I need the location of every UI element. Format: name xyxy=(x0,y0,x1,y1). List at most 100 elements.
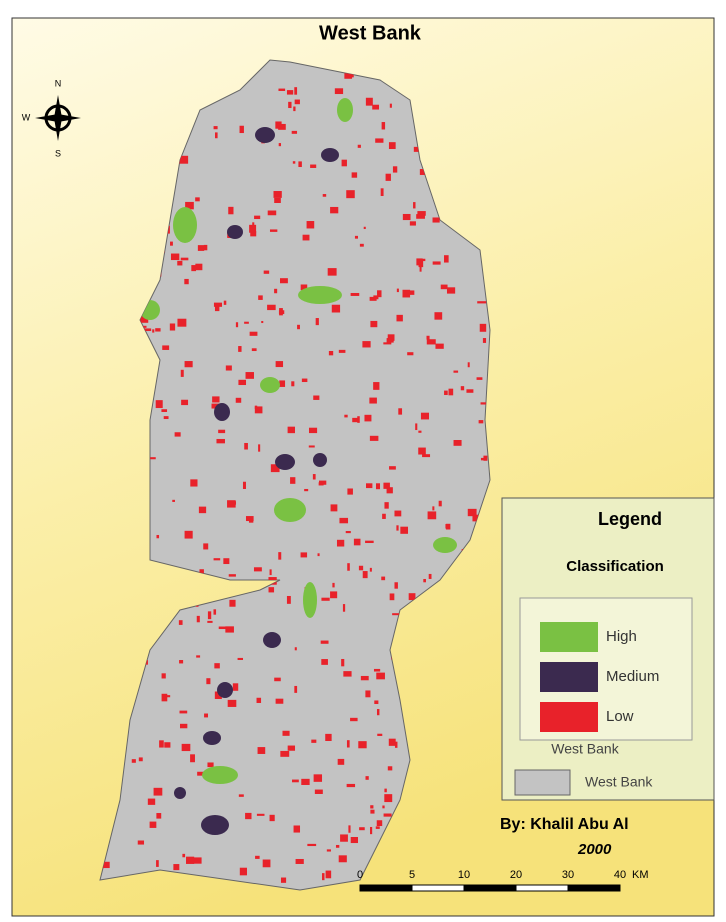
low-patch xyxy=(225,365,232,371)
low-patch xyxy=(173,864,180,871)
low-patch xyxy=(453,370,459,373)
low-patch xyxy=(479,323,487,332)
low-patch xyxy=(394,741,398,748)
low-patch xyxy=(298,161,302,168)
low-patch xyxy=(359,827,365,831)
low-patch xyxy=(480,457,485,461)
credit-author: By: Khalil Abu Al xyxy=(500,816,629,833)
low-patch xyxy=(269,229,278,232)
scale-segment xyxy=(411,884,465,892)
low-patch xyxy=(161,673,166,679)
low-patch xyxy=(352,417,359,423)
low-patch xyxy=(375,826,380,829)
low-patch xyxy=(434,312,443,320)
low-patch xyxy=(273,191,282,198)
low-patch xyxy=(332,582,335,588)
low-patch xyxy=(190,754,195,763)
medium-patch xyxy=(227,225,243,239)
low-patch xyxy=(365,540,374,544)
low-patch xyxy=(376,709,380,716)
low-patch xyxy=(301,378,308,383)
low-patch xyxy=(203,543,209,550)
low-patch xyxy=(191,265,197,272)
low-patch xyxy=(199,569,204,575)
low-patch xyxy=(156,860,159,867)
low-patch xyxy=(179,710,188,714)
low-patch xyxy=(325,733,332,741)
low-patch xyxy=(180,723,188,729)
low-patch xyxy=(288,101,292,109)
low-patch xyxy=(444,255,449,263)
low-patch xyxy=(337,758,345,765)
low-patch xyxy=(398,408,403,415)
low-patch xyxy=(375,138,384,143)
low-patch xyxy=(143,328,152,332)
low-patch xyxy=(280,750,290,757)
low-patch xyxy=(342,604,346,612)
low-patch xyxy=(345,530,351,534)
low-patch xyxy=(228,206,234,215)
low-patch xyxy=(419,266,422,272)
low-patch xyxy=(347,563,350,571)
low-patch xyxy=(341,658,345,667)
low-patch xyxy=(369,397,377,404)
low-patch xyxy=(444,390,448,396)
legend-swatch xyxy=(540,622,598,652)
scale-label: 20 xyxy=(510,869,522,881)
low-patch xyxy=(426,335,430,340)
low-patch xyxy=(358,565,364,571)
low-patch xyxy=(238,379,247,386)
low-patch xyxy=(215,132,218,139)
high-patch xyxy=(202,766,238,784)
medium-patch xyxy=(203,731,221,745)
low-patch xyxy=(375,483,381,490)
low-patch xyxy=(382,805,385,809)
low-patch xyxy=(432,506,435,511)
scale-label: 0 xyxy=(357,869,363,881)
low-patch xyxy=(275,698,284,704)
low-patch xyxy=(346,740,350,748)
low-patch xyxy=(251,348,257,352)
low-patch xyxy=(480,402,487,405)
low-patch xyxy=(293,106,296,112)
low-patch xyxy=(370,320,378,328)
low-patch xyxy=(186,856,195,864)
low-patch xyxy=(392,613,400,616)
low-patch xyxy=(250,231,257,237)
low-patch xyxy=(207,611,212,620)
low-patch xyxy=(287,426,295,434)
low-patch xyxy=(195,263,203,271)
low-patch xyxy=(197,245,205,251)
high-patch xyxy=(337,98,353,122)
low-patch xyxy=(206,678,211,685)
low-patch xyxy=(422,454,431,458)
low-patch xyxy=(153,787,163,796)
low-patch xyxy=(396,288,399,293)
low-patch xyxy=(438,500,442,507)
legend-group: Classification xyxy=(566,558,664,575)
low-patch xyxy=(389,593,395,601)
low-patch xyxy=(235,322,239,328)
low-patch xyxy=(389,103,392,108)
low-patch xyxy=(245,372,254,379)
low-patch xyxy=(350,292,360,296)
low-patch xyxy=(256,813,265,816)
low-patch xyxy=(248,518,254,523)
low-patch xyxy=(286,595,291,604)
low-patch xyxy=(377,733,383,736)
low-patch xyxy=(300,552,308,558)
low-patch xyxy=(197,771,205,776)
low-patch xyxy=(253,567,262,572)
low-patch xyxy=(338,349,346,353)
low-patch xyxy=(291,381,295,387)
legend-swatch xyxy=(514,769,571,796)
low-patch xyxy=(245,812,252,820)
legend-label: High xyxy=(606,628,637,645)
low-patch xyxy=(258,295,263,300)
low-patch xyxy=(292,779,299,783)
low-patch xyxy=(365,776,369,780)
low-patch xyxy=(408,593,416,601)
scale-unit: KM xyxy=(632,869,649,881)
low-patch xyxy=(282,730,290,736)
low-patch xyxy=(102,861,110,869)
